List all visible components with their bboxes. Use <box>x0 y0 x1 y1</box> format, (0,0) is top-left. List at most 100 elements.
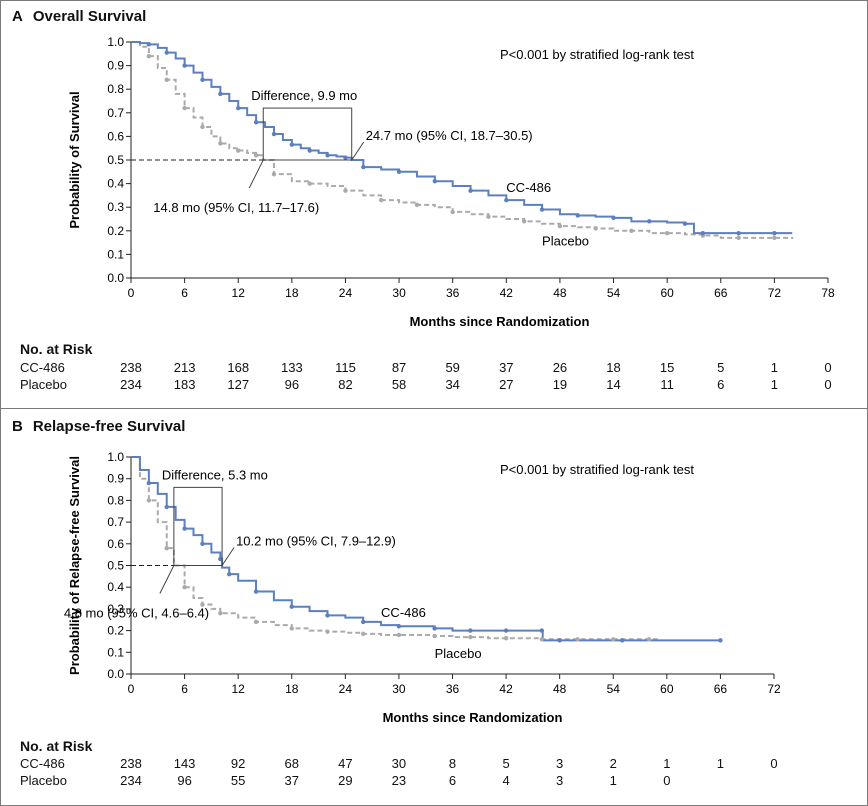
x-tick-label: 60 <box>660 682 674 696</box>
placebo-censor-mark <box>253 619 259 625</box>
y-tick-label: 0.5 <box>107 153 124 167</box>
y-tick-label: 0.4 <box>107 580 124 594</box>
risk-cell: 82 <box>338 377 353 392</box>
risk-cell: 47 <box>338 756 353 771</box>
cc486-censor-mark <box>468 628 473 633</box>
cc486-censor-mark <box>503 628 509 633</box>
placebo-censor-mark <box>575 637 580 642</box>
cc486-median-leader <box>351 141 365 161</box>
placebo-censor-mark <box>218 611 223 616</box>
placebo-censor-mark <box>468 634 473 640</box>
x-tick-label: 30 <box>392 682 406 696</box>
cc486-censor-mark <box>539 628 545 633</box>
difference-box <box>173 486 223 566</box>
placebo-median-label: 14.8 mo (95% CI, 11.7–17.6) <box>153 200 319 215</box>
placebo-censor-mark <box>736 235 741 241</box>
risk-cell: 115 <box>335 360 356 375</box>
cc486-censor-mark <box>557 638 562 643</box>
cc486-censor-mark <box>619 638 625 643</box>
risk-cell: 19 <box>552 377 568 392</box>
placebo-censor-mark <box>593 226 598 231</box>
risk-cell: 29 <box>338 773 353 788</box>
placebo-censor-mark <box>146 498 152 503</box>
placebo-censor-mark <box>664 230 670 236</box>
risk-cell: 8 <box>448 756 457 771</box>
risk-cell: 6 <box>717 377 725 392</box>
placebo-censor-mark <box>182 105 187 111</box>
placebo-censor-mark <box>289 626 294 631</box>
risk-cell: 37 <box>499 360 514 375</box>
cc486-censor-mark <box>218 556 223 562</box>
y-tick-label: 0.9 <box>107 472 124 486</box>
risk-cell: 68 <box>284 756 299 771</box>
placebo-censor-mark <box>200 124 205 130</box>
risk-cell: 0 <box>824 377 832 392</box>
placebo-curve <box>131 41 794 240</box>
risk-cell: 133 <box>280 360 303 375</box>
x-axis-label: Months since Randomization <box>383 710 563 725</box>
y-tick-label: 1.0 <box>107 450 124 464</box>
panel-a-title: A Overall Survival <box>12 8 146 25</box>
x-tick-label: 72 <box>768 286 782 300</box>
placebo-censor-mark <box>360 631 366 637</box>
placebo-censor-mark <box>772 235 777 241</box>
risk-a-heading: No. at Risk <box>20 341 93 357</box>
cc486-censor-mark <box>611 215 616 221</box>
placebo-censor-mark <box>200 602 205 607</box>
cc486-censor-mark <box>575 213 580 218</box>
cc486-censor-mark <box>146 42 152 47</box>
cc486-censor-mark <box>182 63 187 68</box>
y-tick-label: 0.5 <box>107 559 124 573</box>
panel-divider <box>0 408 868 409</box>
risk-cell: 234 <box>120 773 142 788</box>
p-value-label: P<0.001 by stratified log-rank test <box>500 462 694 477</box>
risk-cell: 143 <box>173 756 196 771</box>
risk-cell: 1 <box>770 360 778 375</box>
placebo-censor-mark <box>611 637 616 642</box>
risk-cell: 11 <box>660 377 674 392</box>
risk-cell: 6 <box>448 773 457 788</box>
cc486-censor-mark <box>396 624 402 629</box>
y-tick-label: 0.2 <box>107 224 124 238</box>
y-tick-label: 0.7 <box>107 106 124 120</box>
placebo-series-label: Placebo <box>542 234 589 249</box>
panel-b-title: B Relapse-free Survival <box>12 418 185 435</box>
cc486-censor-mark <box>200 77 205 82</box>
panel-a-letter: A <box>12 8 23 25</box>
panel-a-title-text: Overall Survival <box>32 8 147 25</box>
risk-cell: 87 <box>391 360 407 375</box>
overall-survival-chart: 0.0 0.1 0.2 0.3 0.4 0.5 0.6 0.7 0.8 0.9 1.0 0 6 12 18 2… <box>67 35 835 329</box>
difference-label: Difference, 5.3 mo <box>162 467 268 482</box>
risk-cell: 0 <box>770 756 778 771</box>
cc486-censor-mark <box>432 179 438 184</box>
cc486-censor-mark <box>325 153 330 158</box>
risk-cell: 30 <box>391 756 407 771</box>
cc486-censor-mark <box>468 188 473 193</box>
risk-cell: 92 <box>230 756 246 771</box>
cc486-curve <box>131 456 721 642</box>
x-tick-label: 48 <box>553 286 567 300</box>
p-value-label: P<0.001 by stratified log-rank test <box>500 47 694 62</box>
placebo-censor-mark <box>486 214 491 219</box>
cc486-censor-mark <box>218 91 223 97</box>
y-tick-label: 0.8 <box>107 493 124 507</box>
x-tick-label: 6 <box>181 286 188 300</box>
risk-cell: 18 <box>606 360 621 375</box>
placebo-censor-mark <box>379 197 384 203</box>
cc486-series-label: CC-486 <box>506 180 551 195</box>
x-tick-label: 78 <box>821 286 835 300</box>
risk-cell: 14 <box>606 377 621 392</box>
x-tick-label: 36 <box>446 286 460 300</box>
y-tick-label: 1.0 <box>107 35 124 49</box>
cc486-censor-mark <box>253 589 259 594</box>
x-tick-label: 42 <box>499 682 513 696</box>
cc486-censor-mark <box>182 526 187 531</box>
cc486-censor-mark <box>236 105 241 111</box>
y-tick-label: 0.0 <box>107 271 124 285</box>
y-tick-label: 0.1 <box>107 645 124 659</box>
placebo-censor-mark <box>450 209 455 215</box>
y-tick-label: 0.3 <box>107 602 124 616</box>
y-tick-label: 0.0 <box>107 667 124 681</box>
cc486-censor-mark <box>361 164 366 170</box>
placebo-censor-mark <box>218 141 223 146</box>
